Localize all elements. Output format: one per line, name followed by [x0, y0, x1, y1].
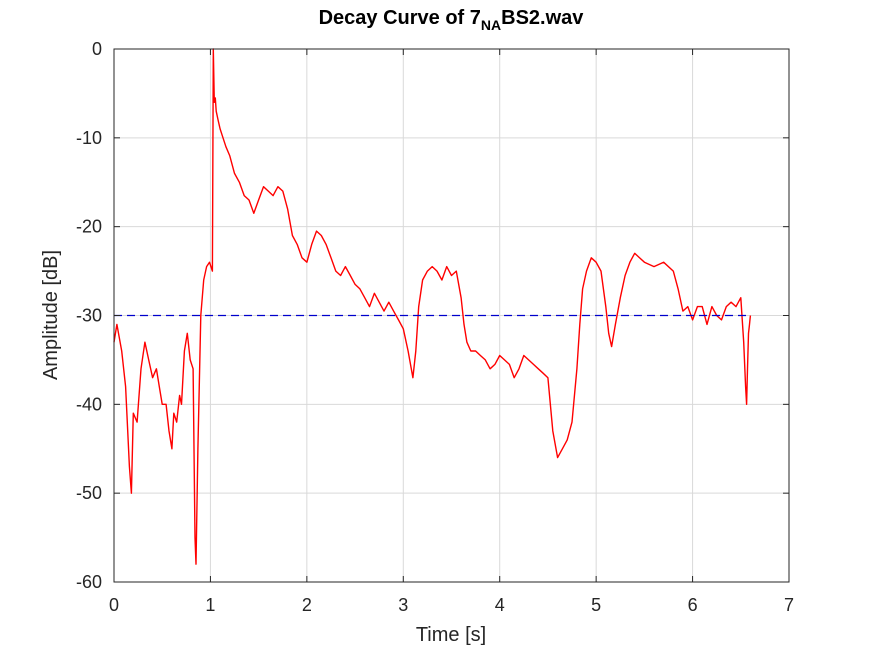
y-tick-label: -40 [76, 394, 102, 414]
chart-title-subscript: NA [481, 17, 501, 33]
y-tick-label: -60 [76, 572, 102, 592]
x-tick-label: 1 [205, 595, 215, 615]
y-axis-label: Amplitude [dB] [40, 250, 62, 380]
x-tick-label: 5 [591, 595, 601, 615]
y-tick-label: -10 [76, 128, 102, 148]
x-tick-label: 3 [398, 595, 408, 615]
y-tick-label: -30 [76, 306, 102, 326]
y-tick-label: -50 [76, 483, 102, 503]
y-tick-label: -20 [76, 217, 102, 237]
x-tick-label: 7 [784, 595, 794, 615]
x-tick-label: 0 [109, 595, 119, 615]
decay-curve-line [113, 48, 752, 565]
x-axis-label: Time [s] [416, 624, 486, 646]
axis-ticks: 0 1 2 3 4 5 6 7 0 -10 -20 -30 -40 -50 -60 [76, 39, 794, 615]
x-tick-label: 2 [302, 595, 312, 615]
x-tick-label: 4 [495, 595, 505, 615]
y-tick-label: 0 [92, 39, 102, 59]
chart-series-layer [113, 48, 752, 565]
x-tick-label: 6 [688, 595, 698, 615]
chart-title: Decay Curve of 7NABS2.wav [319, 7, 585, 33]
chart-title-suffix: BS2.wav [501, 7, 584, 29]
